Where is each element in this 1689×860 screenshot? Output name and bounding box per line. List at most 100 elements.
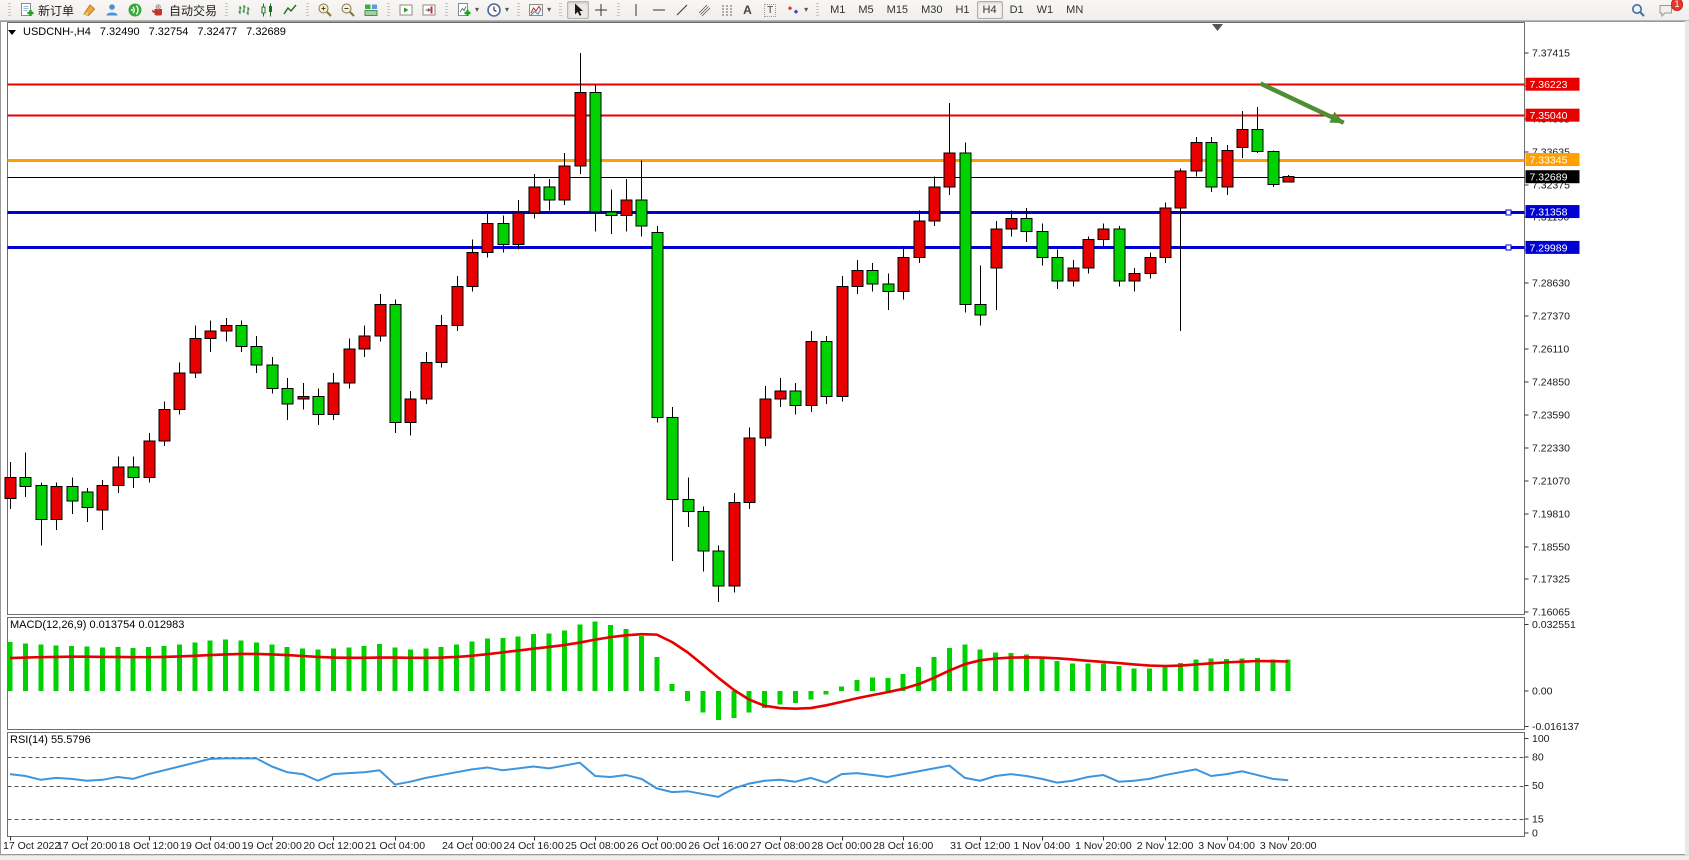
sticky-note-button[interactable] bbox=[78, 1, 100, 19]
timeframe-h4[interactable]: H4 bbox=[976, 1, 1003, 19]
bar-chart-button[interactable] bbox=[233, 1, 255, 19]
timeframe-m1[interactable]: M1 bbox=[830, 4, 846, 16]
candle-body bbox=[728, 501, 741, 587]
svg-text:26 Oct 16:00: 26 Oct 16:00 bbox=[688, 840, 748, 852]
svg-text:7.31358: 7.31358 bbox=[1530, 207, 1568, 219]
macd-bar bbox=[99, 647, 105, 691]
auto-trading-button[interactable]: 自动交易 bbox=[147, 1, 220, 19]
candle-body bbox=[1221, 149, 1234, 188]
notifications-button[interactable]: 1 bbox=[1655, 0, 1683, 19]
search-icon bbox=[1632, 4, 1645, 17]
shapes-icon bbox=[787, 6, 799, 14]
text-button[interactable]: A bbox=[740, 1, 760, 19]
svg-text:3 Nov 20:00: 3 Nov 20:00 bbox=[1260, 840, 1317, 852]
trendline-button[interactable] bbox=[671, 1, 693, 19]
new-order-button[interactable]: 新订单 bbox=[16, 1, 77, 19]
horizontal-line-button[interactable] bbox=[648, 1, 670, 19]
toolbar-grip[interactable] bbox=[306, 3, 310, 17]
macd-bar bbox=[777, 691, 783, 705]
toolbar-grip[interactable] bbox=[816, 3, 820, 17]
macd-bar bbox=[515, 636, 521, 691]
macd-layer: 0.032551 0.00 -0.016137 bbox=[7, 619, 1579, 733]
macd-bar bbox=[592, 621, 598, 691]
timeframe-m5[interactable]: M5 bbox=[858, 4, 874, 16]
shapes-button[interactable]: ▾ bbox=[782, 1, 811, 19]
toolbar-grip[interactable] bbox=[559, 3, 563, 17]
macd-bar bbox=[746, 691, 752, 713]
candle-body bbox=[712, 550, 725, 587]
cursor-button[interactable] bbox=[567, 1, 590, 19]
timeframe-m30[interactable]: M30 bbox=[921, 4, 943, 16]
candle-body bbox=[620, 199, 633, 217]
macd-bar bbox=[685, 691, 691, 702]
tile-windows-button[interactable] bbox=[360, 1, 382, 19]
fibonacci-icon bbox=[722, 5, 735, 16]
toolbar-grip[interactable] bbox=[617, 3, 621, 17]
svg-text:7.18550: 7.18550 bbox=[1532, 541, 1570, 553]
vertical-line-button[interactable] bbox=[625, 1, 647, 19]
macd-bar bbox=[1162, 666, 1168, 691]
svg-text:7.32689: 7.32689 bbox=[1530, 172, 1568, 184]
macd-bar bbox=[84, 646, 90, 691]
zoom-in-button[interactable] bbox=[314, 1, 336, 19]
toolbar-grip[interactable] bbox=[517, 3, 521, 17]
macd-bar bbox=[623, 629, 629, 691]
tile-windows-icon bbox=[364, 4, 378, 16]
candle-body bbox=[1236, 128, 1249, 149]
indicators-button[interactable]: ▾ bbox=[525, 1, 554, 19]
macd-bar bbox=[839, 686, 845, 691]
macd-bar bbox=[392, 647, 398, 691]
candle-body bbox=[959, 152, 972, 306]
auto-scroll-button[interactable] bbox=[395, 1, 417, 19]
timeframe-w1[interactable]: W1 bbox=[1036, 4, 1054, 16]
macd-bar bbox=[22, 643, 28, 691]
macd-bar bbox=[1239, 658, 1245, 691]
candle-body bbox=[1174, 170, 1187, 209]
toolbar-grip[interactable] bbox=[445, 3, 449, 17]
zoom-out-icon bbox=[341, 3, 355, 17]
timeframe-mn[interactable]: MN bbox=[1066, 4, 1084, 16]
new-chart-icon bbox=[458, 3, 471, 16]
timeframe-dropdown-button[interactable]: ▾ bbox=[483, 1, 512, 19]
dropdown-caret-icon: ▾ bbox=[804, 5, 809, 14]
channel-button[interactable] bbox=[694, 1, 716, 19]
macd-bar bbox=[1177, 662, 1183, 691]
zoom-out-button[interactable] bbox=[337, 1, 359, 19]
candle-body bbox=[1051, 257, 1064, 282]
toolbar-grip[interactable] bbox=[225, 3, 229, 17]
chart-shift-button[interactable] bbox=[418, 1, 440, 19]
label-button[interactable]: T bbox=[761, 1, 781, 19]
collapse-icon[interactable] bbox=[8, 29, 16, 35]
macd-bar bbox=[792, 691, 798, 703]
svg-text:20 Oct 12:00: 20 Oct 12:00 bbox=[303, 840, 363, 852]
macd-bar bbox=[161, 645, 167, 691]
timeframe-m15[interactable]: M15 bbox=[886, 4, 909, 16]
toolbar-grip[interactable] bbox=[8, 3, 11, 17]
timeframe-d1[interactable]: D1 bbox=[1009, 4, 1024, 16]
line-chart-button[interactable] bbox=[279, 1, 301, 19]
candle-body bbox=[913, 220, 926, 259]
candle-body bbox=[805, 340, 818, 406]
svg-text:17 Oct 2022: 17 Oct 2022 bbox=[3, 840, 60, 852]
candle-chart-button[interactable] bbox=[256, 1, 278, 19]
fibonacci-button[interactable] bbox=[717, 1, 739, 19]
candle-body bbox=[204, 330, 217, 340]
macd-bar bbox=[731, 691, 737, 718]
crosshair-button[interactable] bbox=[590, 1, 612, 19]
macd-bar bbox=[885, 677, 891, 691]
search-button[interactable] bbox=[1627, 1, 1649, 19]
timeframe-h1[interactable]: H1 bbox=[955, 4, 970, 16]
svg-text:50: 50 bbox=[1532, 780, 1544, 792]
macd-bar bbox=[977, 649, 983, 691]
chart-shift-icon bbox=[422, 4, 436, 16]
macd-bar bbox=[1131, 668, 1137, 691]
signals-button[interactable] bbox=[124, 1, 146, 19]
community-button[interactable] bbox=[101, 1, 123, 19]
svg-text:18 Oct 12:00: 18 Oct 12:00 bbox=[119, 840, 179, 852]
new-chart-button[interactable]: ▾ bbox=[453, 1, 482, 19]
candle-body bbox=[866, 270, 879, 285]
candle-body bbox=[820, 340, 833, 397]
toolbar-grip[interactable] bbox=[387, 3, 391, 17]
svg-text:7.17325: 7.17325 bbox=[1532, 573, 1570, 585]
